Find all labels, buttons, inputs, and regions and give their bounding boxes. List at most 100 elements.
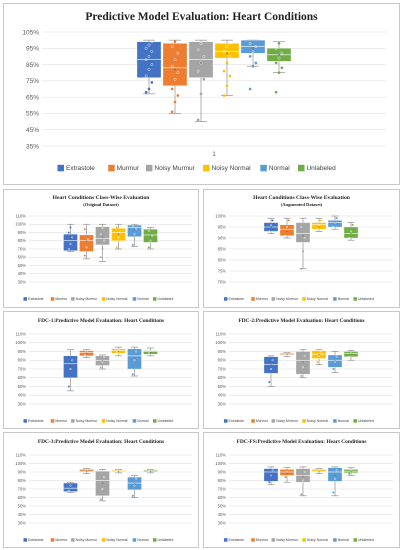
- data-point: [277, 71, 281, 75]
- mean-marker: ×: [134, 357, 136, 361]
- legend-swatch: [50, 297, 55, 301]
- data-point: [67, 231, 70, 234]
- data-point: [135, 477, 138, 480]
- legend-swatch: [101, 538, 106, 542]
- data-point: [69, 368, 72, 371]
- legend-label: Murmur: [256, 419, 269, 423]
- legend-swatch: [353, 297, 357, 301]
- data-point: [228, 74, 232, 78]
- y-tick-label: 100%: [215, 461, 226, 466]
- mean-marker: ×: [278, 52, 281, 58]
- data-point: [222, 69, 226, 73]
- y-tick-label: 30%: [18, 279, 27, 284]
- box-extrastole: ×: [63, 223, 78, 252]
- data-point: [99, 498, 102, 501]
- y-tick-label: 60%: [218, 495, 227, 500]
- data-point: [69, 484, 72, 487]
- data-point: [271, 219, 274, 222]
- data-point: [147, 55, 151, 58]
- chart-svg-aug: Heart Conditions Class-Wise Evaluation(A…: [215, 195, 393, 301]
- box-extrastole: ×: [63, 349, 78, 392]
- data-point: [202, 77, 206, 81]
- mean-marker: ×: [318, 225, 320, 229]
- data-point: [333, 221, 336, 224]
- legend-swatch: [57, 164, 65, 172]
- data-point: [176, 94, 180, 97]
- box-body: [327, 467, 343, 482]
- box-body: [311, 350, 327, 359]
- data-point: [170, 45, 174, 49]
- box-noisy-normal: ×: [111, 346, 126, 357]
- data-point: [83, 228, 86, 231]
- chart-panel-main: Predictive Model Evaluation: Heart Condi…: [3, 3, 400, 185]
- mean-marker: ×: [150, 235, 152, 239]
- data-point: [317, 354, 320, 357]
- mean-marker: ×: [302, 234, 304, 238]
- box-body: [143, 229, 158, 243]
- legend-label: Extrastole: [229, 297, 245, 301]
- legend-label: Normal: [338, 419, 350, 423]
- data-point: [135, 228, 138, 231]
- chart-svg-fdc1: FDC-1:Predictive Model Evaluation: Heart…: [15, 318, 192, 423]
- legend-label: Unlabeled: [158, 297, 174, 301]
- legend-swatch: [108, 164, 115, 172]
- data-point: [173, 58, 177, 62]
- mean-marker: ×: [70, 485, 72, 489]
- box-body: [63, 234, 78, 251]
- box-body: [127, 348, 142, 370]
- data-point: [268, 230, 271, 233]
- legend-label: Normal: [137, 419, 149, 423]
- mean-marker: ×: [270, 225, 272, 229]
- legend-label: Noisy Murmur: [154, 165, 195, 172]
- legend-swatch: [251, 538, 255, 542]
- data-point: [202, 55, 206, 58]
- legend-label: Murmur: [55, 297, 68, 301]
- legend-label: Noisy Normal: [307, 297, 328, 301]
- mean-marker: ×: [86, 240, 88, 244]
- data-point: [173, 77, 177, 81]
- box-body: [127, 224, 142, 237]
- data-point: [99, 256, 102, 259]
- box-body: [95, 471, 110, 496]
- chart-title: Heart Conditions Class-Wise Evaluation: [253, 195, 351, 201]
- data-point: [248, 55, 252, 58]
- data-point: [285, 471, 288, 474]
- legend-label: Normal: [137, 538, 149, 542]
- y-tick-label: 70%: [218, 279, 227, 284]
- box-body: [214, 43, 240, 59]
- data-point: [254, 61, 258, 65]
- data-point: [117, 236, 120, 239]
- data-point: [85, 246, 88, 249]
- box-noisy-normal: ×: [111, 223, 126, 250]
- data-point: [301, 250, 304, 253]
- box-normal: ×: [127, 475, 142, 498]
- legend-label: Extrastole: [229, 419, 245, 423]
- y-tick-label: 80%: [218, 358, 227, 363]
- legend: Extrastole Murmur Noisy Murmur Noisy Normal…: [223, 297, 374, 301]
- data-point: [117, 348, 120, 351]
- mean-marker: ×: [70, 364, 72, 368]
- data-point: [228, 42, 232, 45]
- data-point: [269, 474, 272, 477]
- mean-marker: ×: [318, 353, 320, 357]
- box-body: [263, 356, 279, 374]
- y-tick-label: 50%: [18, 263, 27, 268]
- data-point: [287, 219, 290, 222]
- y-tick-label: 90%: [218, 235, 227, 240]
- box-unlabeled: ×: [343, 222, 359, 241]
- y-tick-label: 90%: [18, 349, 27, 354]
- data-point: [115, 471, 118, 474]
- data-point: [199, 92, 203, 96]
- data-point: [131, 224, 134, 227]
- box-noisy-murmur: ×: [188, 39, 214, 122]
- box-noisy-normal: ×: [214, 39, 240, 97]
- mean-marker: ×: [286, 230, 288, 234]
- data-point: [199, 61, 203, 65]
- box-unlabeled: ×: [343, 350, 359, 361]
- legend-label: Extrastole: [28, 538, 44, 542]
- data-point: [349, 469, 352, 472]
- box-normal: ×: [327, 215, 343, 230]
- legend-label: Extrastole: [66, 165, 95, 172]
- data-point: [147, 229, 150, 232]
- mean-marker: ×: [252, 46, 255, 52]
